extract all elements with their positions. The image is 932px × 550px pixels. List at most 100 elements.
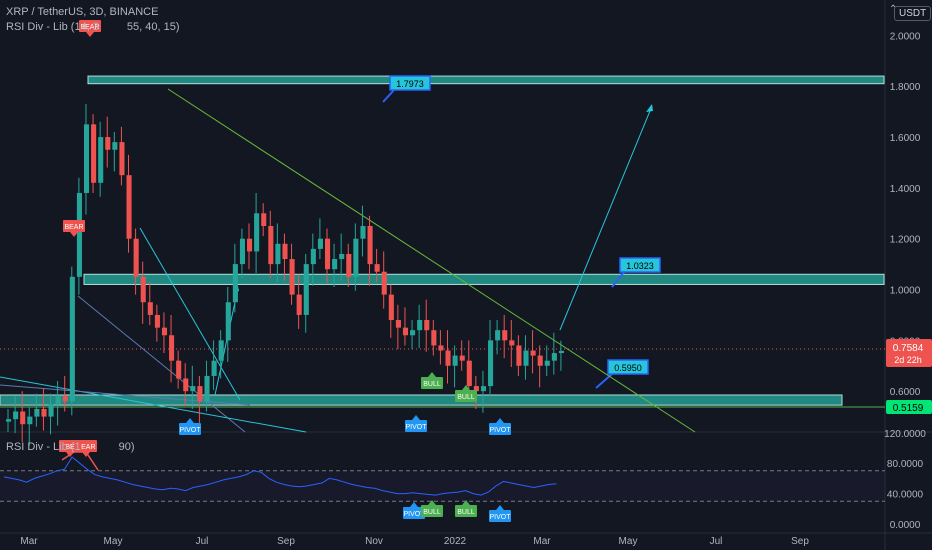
candle [332,259,338,270]
candle [459,355,465,361]
candle [34,408,40,417]
label-pointer [86,32,94,37]
lower-channel-line [77,295,246,433]
currency-button[interactable]: USDT [894,6,932,21]
projection-line-2 [559,105,653,331]
candle [232,264,238,303]
candle [445,350,451,366]
price-zone [87,75,885,85]
bear-label-text: BEAR [64,224,83,231]
symbol-title[interactable]: XRP / TetherUS, 3D, BINANCE [6,6,159,18]
candle [360,226,366,239]
price-tick-label: 1.6000 [890,133,921,144]
time-tick-label: Nov [365,536,383,547]
candle [310,248,316,265]
zone-callout [607,359,649,375]
bull-label: BULL [421,372,443,389]
candle [346,253,352,277]
rsi-divergence-line [61,451,99,471]
candle [133,238,139,277]
candle [20,411,26,425]
candle [516,345,522,366]
candle [374,264,380,272]
label-pointer [462,385,470,390]
rsi-band [0,470,885,502]
label-pointer [410,502,418,507]
candle [55,396,61,404]
bear-label-text: BEAR [80,24,99,31]
candle [218,340,224,361]
candle [495,330,501,341]
candle [558,350,564,354]
candle [523,350,529,366]
candle [452,355,458,366]
candle [247,238,253,252]
candle [431,330,437,346]
zone-callout [619,257,661,273]
support-price-value: 0.5159 [893,403,924,414]
candle [69,276,75,402]
rsi-bull-label-text: BULL [423,509,441,516]
pivot-label-box [489,423,511,435]
zone-callout-value: 1.0323 [626,261,654,271]
candle [402,327,409,336]
candle [6,419,12,422]
trendlines [0,88,885,433]
label-pointer [428,372,436,377]
candle [367,226,373,265]
bear-label: BEAR [79,20,101,37]
rsi-bull-label: BULL [455,500,477,517]
candle [417,320,423,331]
bull-label: BULL [455,385,477,402]
candle [289,259,295,295]
candle [62,396,68,402]
price-tick-label: 2.0000 [890,31,921,42]
projection-line-1 [214,287,239,396]
rsi-bull-label-text: BULL [457,509,475,516]
candle [530,350,536,356]
label-pointer [496,418,504,423]
scale-up-icon[interactable]: ⌃ [889,4,897,15]
candle [438,345,444,351]
indicator-name: RSI Div - Lib (14, 3 [6,21,99,33]
rsi-tick-label: 40.0000 [887,490,924,501]
candle [296,294,302,315]
rsi-pivot-label: PIVOT [489,505,511,522]
rsi-legend[interactable]: RSI Div - Lib (1 90) [6,441,134,453]
candle [537,355,543,366]
indicator-legend[interactable]: RSI Div - Lib (14, 3 55, 40, 15) [6,21,180,33]
price-tick-label: 1.8000 [890,82,921,93]
zone-callout-value: 0.5950 [614,363,642,373]
time-tick-label: Jul [710,536,723,547]
rsi-legend-a: RSI Div - Lib (1 [6,441,81,453]
rsi-line [3,456,557,496]
candle [268,226,274,265]
support-resistance-zones: 1.7973 1.0323 0.5950 [0,75,885,406]
candle [275,243,281,265]
support-price-tag [886,400,932,414]
price-zone [83,273,885,285]
rsi-bull-label-box [421,505,443,517]
candle [161,327,168,336]
candle [261,213,267,226]
zone-callout [389,75,431,91]
candle [324,238,331,270]
candle [480,386,487,392]
candle [147,302,153,315]
callout-pointer [611,271,625,288]
price-axis: 2.00001.80001.60001.40001.20001.00000.80… [886,31,932,414]
candle [91,124,97,183]
candle [190,386,196,392]
candle [105,137,111,150]
candle [204,375,210,402]
time-tick-label: Mar [533,536,551,547]
rsi-pivot-label-box [489,510,511,522]
downtrend-line [167,88,696,433]
rsi-pivot-label-text: PIVOT [403,511,425,518]
bar-countdown: 2d 22h [894,355,922,365]
pivot-label-text: PIVOT [179,427,201,434]
candle [303,264,309,315]
label-pointer [186,418,194,423]
